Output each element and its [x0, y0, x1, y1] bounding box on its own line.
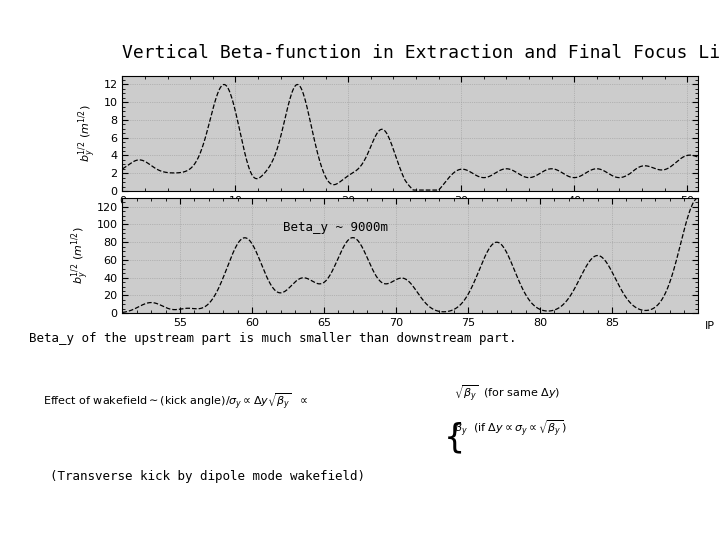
Text: Beta_y of the upstream part is much smaller than downstream part.: Beta_y of the upstream part is much smal… [29, 332, 516, 345]
Text: Beta_y ~ 9000m: Beta_y ~ 9000m [283, 221, 388, 234]
Text: $\beta_y$  (if $\Delta y \propto \sigma_y \propto \sqrt{\beta_y}$): $\beta_y$ (if $\Delta y \propto \sigma_y… [454, 418, 567, 439]
Text: Effect of wakefield$\sim$(kick angle)/$\sigma_y \propto \Delta y\sqrt{\beta_y}$ : Effect of wakefield$\sim$(kick angle)/$\… [43, 392, 308, 412]
Text: $\sqrt{\beta_y}$  (for same $\Delta y$): $\sqrt{\beta_y}$ (for same $\Delta y$) [454, 383, 560, 404]
Text: (Transverse kick by dipole mode wakefield): (Transverse kick by dipole mode wakefiel… [50, 470, 365, 483]
Text: Vertical Beta-function in Extraction and Final Focus Line: Vertical Beta-function in Extraction and… [122, 44, 720, 62]
Text: IP: IP [706, 321, 715, 331]
Y-axis label: $b_y^{1/2}\ (m^{1/2})$: $b_y^{1/2}\ (m^{1/2})$ [70, 227, 92, 285]
Y-axis label: $b_y^{1/2}\ (m^{1/2})$: $b_y^{1/2}\ (m^{1/2})$ [77, 104, 99, 162]
Text: $\{$: $\{$ [443, 421, 462, 456]
